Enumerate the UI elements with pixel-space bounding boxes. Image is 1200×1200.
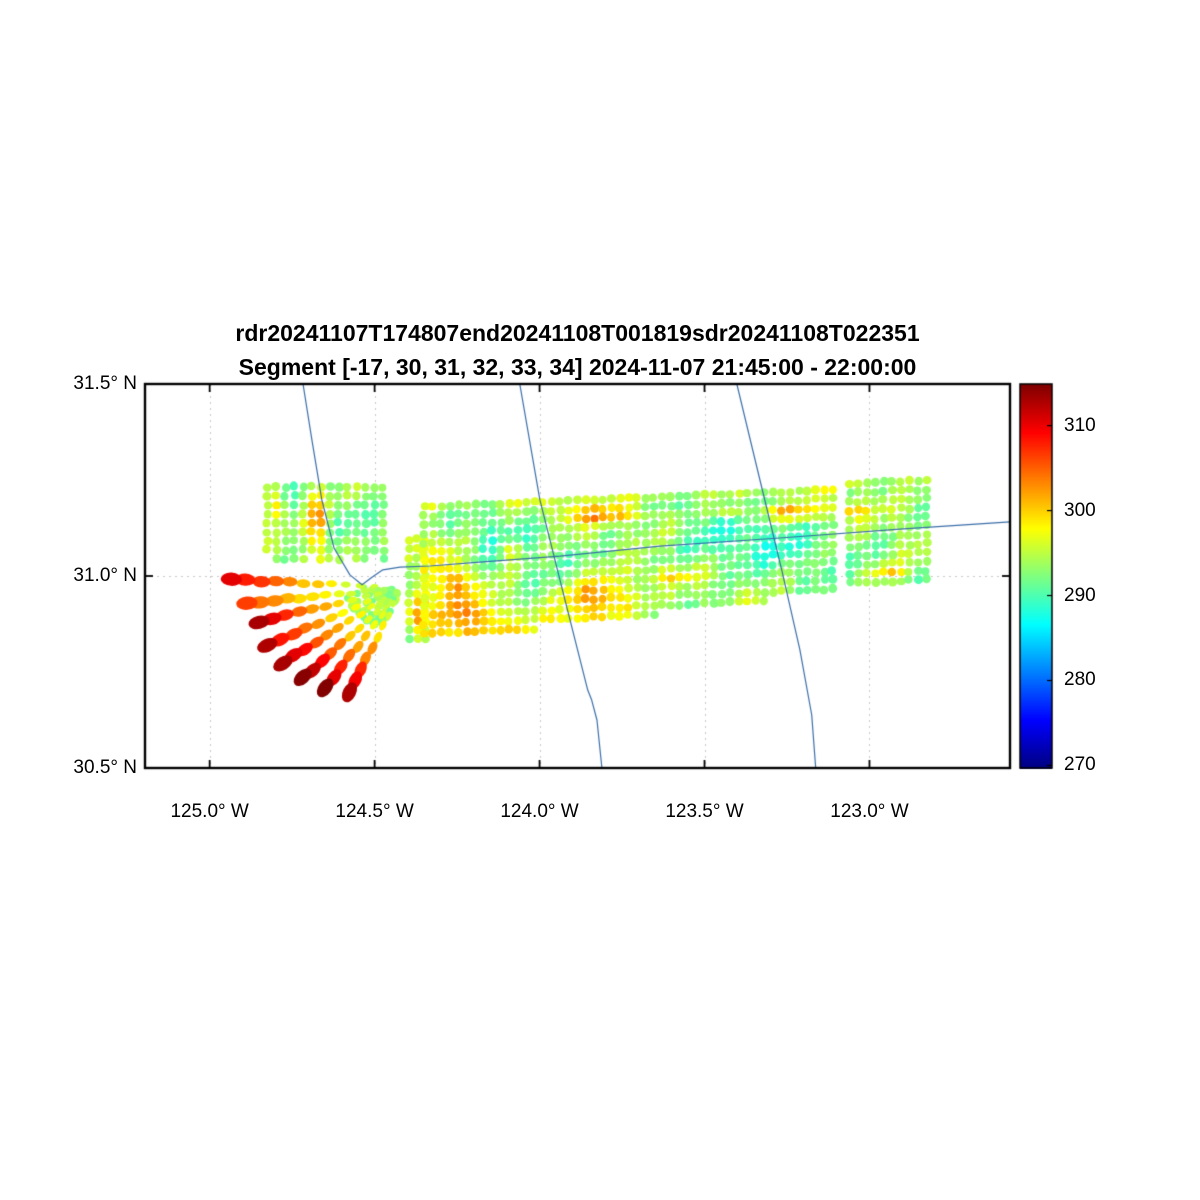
x-axis-tick-label: 124.0° W bbox=[500, 801, 579, 822]
colorbar-tick-label: 290 bbox=[1064, 584, 1096, 606]
y-axis-tick-label: 31.5° N bbox=[73, 373, 137, 394]
y-axis-tick-label: 30.5° N bbox=[73, 757, 137, 778]
figure-title: rdr20241107T174807end20241108T001819sdr2… bbox=[235, 320, 920, 346]
colorbar-tick-label: 270 bbox=[1064, 754, 1096, 776]
colorbar-tick-label: 310 bbox=[1064, 414, 1096, 436]
x-axis-tick-label: 123.5° W bbox=[665, 801, 744, 822]
x-axis-tick-label: 125.0° W bbox=[170, 801, 249, 822]
figure-subtitle: Segment [-17, 30, 31, 32, 33, 34] 2024-1… bbox=[238, 354, 917, 380]
colorbar-tick-label: 300 bbox=[1064, 499, 1096, 521]
colorbar-tick-label: 280 bbox=[1064, 669, 1096, 691]
y-axis-tick-label: 31.0° N bbox=[73, 565, 137, 586]
x-axis-tick-label: 123.0° W bbox=[830, 801, 909, 822]
x-axis-tick-label: 124.5° W bbox=[335, 801, 414, 822]
